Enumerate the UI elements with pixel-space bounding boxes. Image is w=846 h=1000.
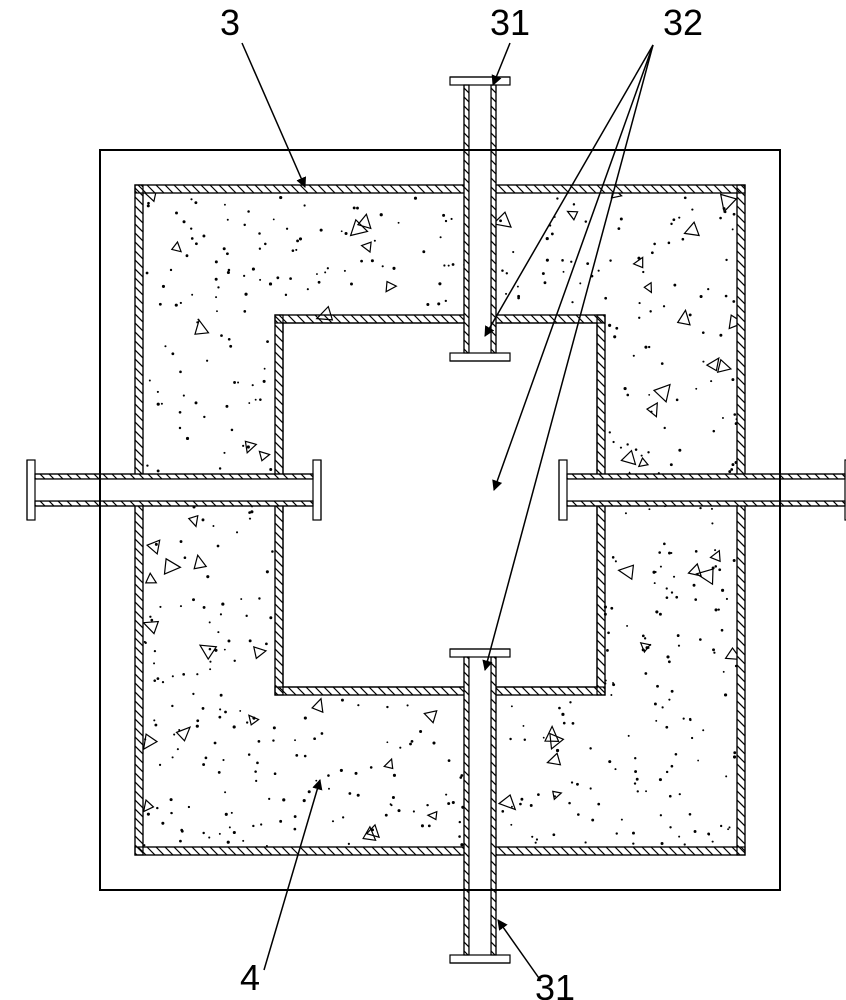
label-3: 3 (220, 2, 240, 43)
pipe-right (284, 460, 846, 520)
label-4: 4 (240, 957, 260, 998)
label-31: 31 (490, 2, 530, 43)
label-32: 32 (663, 2, 703, 43)
pipe-left (0, 460, 321, 520)
concrete-fill (143, 187, 743, 847)
label-31: 31 (535, 967, 575, 1000)
pipe-top (191, 77, 846, 361)
